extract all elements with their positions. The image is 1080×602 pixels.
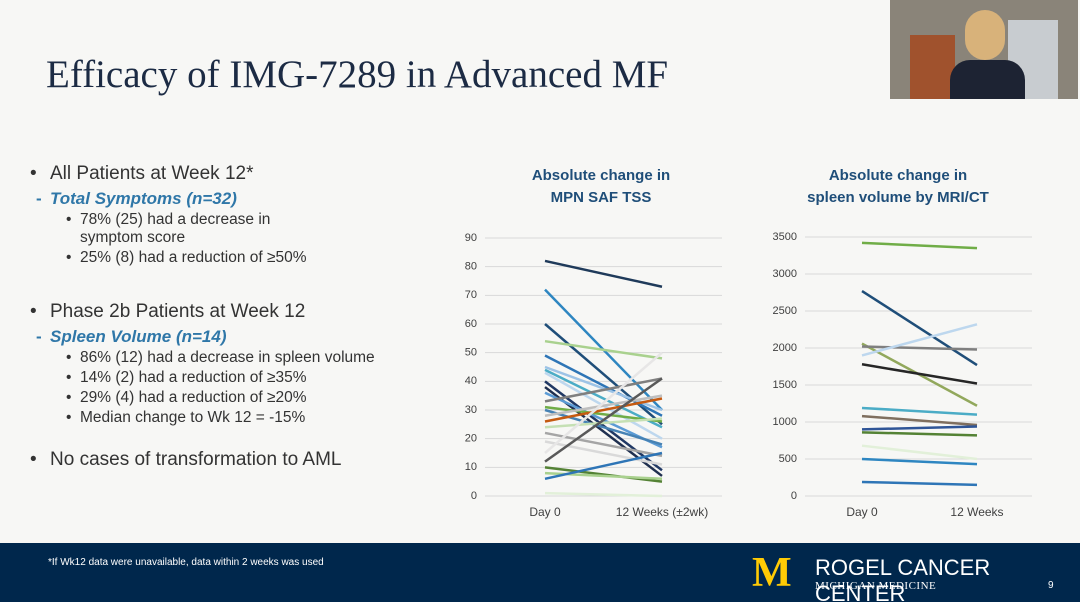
org-name: ROGEL CANCER CENTER bbox=[815, 555, 991, 602]
y-tick-label: 40 bbox=[465, 375, 477, 387]
data-line bbox=[544, 397, 663, 423]
data-line bbox=[544, 351, 663, 454]
bullet: Phase 2b Patients at Week 12 bbox=[28, 301, 448, 323]
webcam-shelf bbox=[910, 35, 955, 99]
y-tick-label: 1500 bbox=[773, 379, 797, 391]
webcam-video bbox=[890, 0, 1078, 99]
data-line bbox=[861, 363, 978, 385]
y-tick-label: 60 bbox=[465, 318, 477, 330]
x-tick-label: Day 0 bbox=[846, 505, 878, 519]
data-line bbox=[544, 491, 663, 498]
chart-title: spleen volume by MRI/CT bbox=[807, 189, 989, 206]
sub-bullet: 29% (4) had a reduction of ≥20% bbox=[28, 389, 460, 407]
charts: Absolute change in MPN SAF TSS 0 10 20 30 40 50… bbox=[465, 167, 1032, 519]
sub-bullet: 25% (8) had a reduction of ≥50% bbox=[28, 249, 325, 267]
logo-mark: M bbox=[752, 550, 792, 596]
y-tick-label: 90 bbox=[465, 232, 477, 244]
x-tick-label: Day 0 bbox=[529, 505, 561, 519]
y-tick-label: 70 bbox=[465, 289, 477, 301]
y-tick-label: 10 bbox=[465, 461, 477, 473]
data-line bbox=[861, 289, 978, 367]
chart-title: Absolute change in bbox=[532, 167, 670, 184]
webcam-person-body bbox=[950, 60, 1025, 99]
sub-bullet: 14% (2) had a reduction of ≥35% bbox=[28, 369, 460, 387]
page-number: 9 bbox=[1048, 580, 1054, 591]
data-line bbox=[544, 259, 663, 288]
data-line bbox=[544, 377, 663, 403]
data-line bbox=[544, 451, 663, 481]
y-tick-label: 0 bbox=[791, 490, 797, 502]
bullet: No cases of transformation to AML bbox=[28, 449, 448, 471]
footer-bar: *If Wk12 data were unavailable, data wit… bbox=[0, 543, 1080, 602]
x-tick-label: 12 Weeks bbox=[950, 505, 1003, 519]
sub-bullet: 78% (25) had a decrease in symptom score bbox=[28, 211, 325, 247]
y-tick-label: 3500 bbox=[773, 231, 797, 243]
bullet: All Patients at Week 12* bbox=[28, 163, 448, 185]
data-line bbox=[544, 394, 663, 417]
y-tick-label: 80 bbox=[465, 261, 477, 273]
data-line bbox=[861, 414, 978, 427]
y-tick-label: 30 bbox=[465, 404, 477, 416]
data-line bbox=[544, 377, 663, 463]
data-line bbox=[544, 368, 663, 429]
x-tick-label: 12 Weeks (±2wk) bbox=[616, 505, 708, 519]
data-line bbox=[861, 480, 978, 487]
y-tick-label: 3000 bbox=[773, 268, 797, 280]
footnote: *If Wk12 data were unavailable, data wit… bbox=[48, 557, 324, 568]
chart-title: MPN SAF TSS bbox=[551, 189, 652, 206]
data-line bbox=[544, 380, 663, 472]
data-line bbox=[544, 440, 663, 466]
y-tick-label: 500 bbox=[779, 453, 797, 465]
data-line bbox=[861, 425, 978, 431]
slide-title: Efficacy of IMG-7289 in Advanced MF bbox=[46, 53, 669, 96]
data-line bbox=[861, 345, 978, 351]
data-line bbox=[544, 417, 663, 429]
y-tick-label: 2000 bbox=[773, 342, 797, 354]
sub-heading: Total Symptoms (n=32) bbox=[28, 189, 448, 209]
data-line bbox=[544, 408, 663, 446]
data-line bbox=[861, 323, 978, 357]
data-line bbox=[861, 431, 978, 437]
data-line bbox=[544, 339, 663, 360]
data-line bbox=[861, 457, 978, 466]
y-tick-label: 1000 bbox=[773, 416, 797, 428]
webcam-person-head bbox=[965, 10, 1005, 60]
y-tick-label: 2500 bbox=[773, 305, 797, 317]
y-tick-label: 0 bbox=[471, 490, 477, 502]
bullet-list: All Patients at Week 12* Total Symptoms (… bbox=[28, 163, 448, 471]
data-line bbox=[544, 323, 663, 426]
sub-bullet: 86% (12) had a decrease in spleen volume bbox=[28, 349, 460, 367]
data-line bbox=[544, 354, 663, 417]
org-sub: MICHIGAN MEDICINE bbox=[815, 580, 937, 592]
y-tick-label: 20 bbox=[465, 433, 477, 445]
data-line bbox=[861, 406, 978, 416]
y-tick-label: 50 bbox=[465, 347, 477, 359]
sub-bullet: Median change to Wk 12 = -15% bbox=[28, 409, 460, 427]
data-line bbox=[861, 241, 978, 250]
data-line bbox=[544, 466, 663, 483]
sub-heading: Spleen Volume (n=14) bbox=[28, 327, 448, 347]
chart-title: Absolute change in bbox=[829, 167, 967, 184]
data-line bbox=[861, 444, 978, 461]
